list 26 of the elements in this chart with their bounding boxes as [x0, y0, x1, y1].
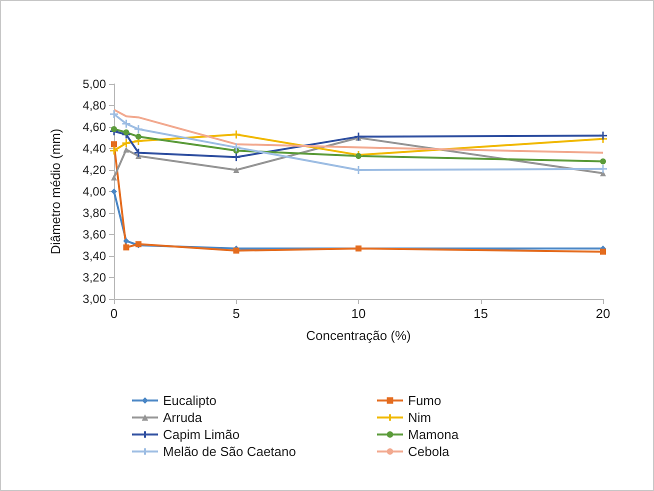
y-tick-label: 4,60: [82, 120, 106, 134]
x-tick-label: 5: [232, 306, 240, 321]
legend-label: Mamona: [408, 427, 460, 442]
x-tick-label: 20: [596, 306, 610, 321]
x-axis-title: Concentração (%): [306, 328, 411, 343]
legend-label: Arruda: [163, 410, 203, 425]
legend-label: Cebola: [408, 444, 450, 459]
y-tick-label: 3,80: [82, 206, 106, 220]
y-tick-label: 5,00: [82, 77, 106, 91]
legend-label: Nim: [408, 410, 432, 425]
legend-label: Melão de São Caetano: [163, 444, 296, 459]
y-tick-label: 3,40: [82, 249, 106, 263]
x-tick-label: 15: [474, 306, 488, 321]
y-axis-title: Diâmetro médio (mm): [48, 128, 63, 254]
y-tick-label: 4,00: [82, 184, 106, 198]
legend-label: Capim Limão: [163, 427, 240, 442]
y-tick-label: 3,20: [82, 270, 106, 284]
y-tick-label: 3,60: [82, 228, 106, 242]
legend-label: Fumo: [408, 393, 442, 408]
y-tick-label: 4,80: [82, 98, 106, 112]
y-tick-label: 3,00: [82, 292, 106, 306]
x-tick-label: 10: [351, 306, 366, 321]
y-tick-label: 4,20: [82, 163, 106, 177]
x-tick-label: 0: [110, 306, 118, 321]
legend-label: Eucalipto: [163, 393, 216, 408]
y-tick-label: 4,40: [82, 142, 106, 156]
